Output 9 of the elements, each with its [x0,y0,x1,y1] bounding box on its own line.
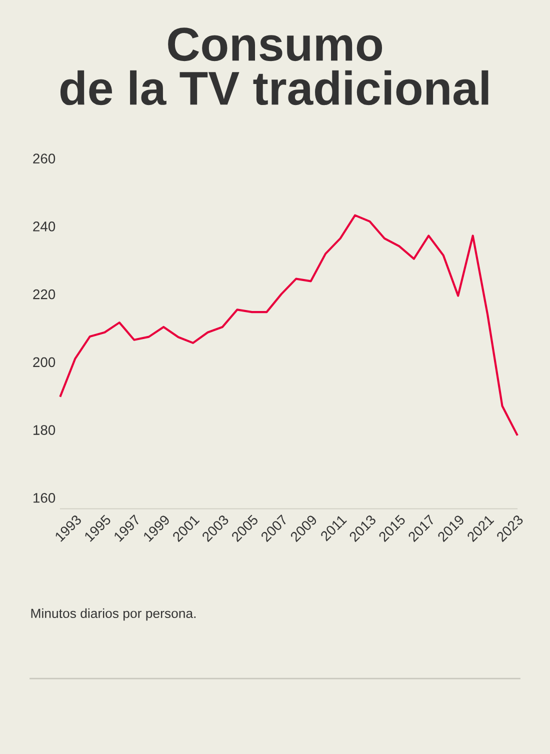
y-tick-label: 160 [34,492,56,503]
chart-title: Consumo de la TV tradicional [60,28,488,106]
y-tick-label: 200 [33,357,56,368]
y-tick-label: 220 [33,289,56,300]
y-tick-label: 240 [33,222,56,232]
y-tick-label: 260 [33,154,56,164]
text: Minutos diarios por persona. [31,608,196,621]
line-series [59,214,518,436]
y-tick-label: 180 [34,425,56,435]
